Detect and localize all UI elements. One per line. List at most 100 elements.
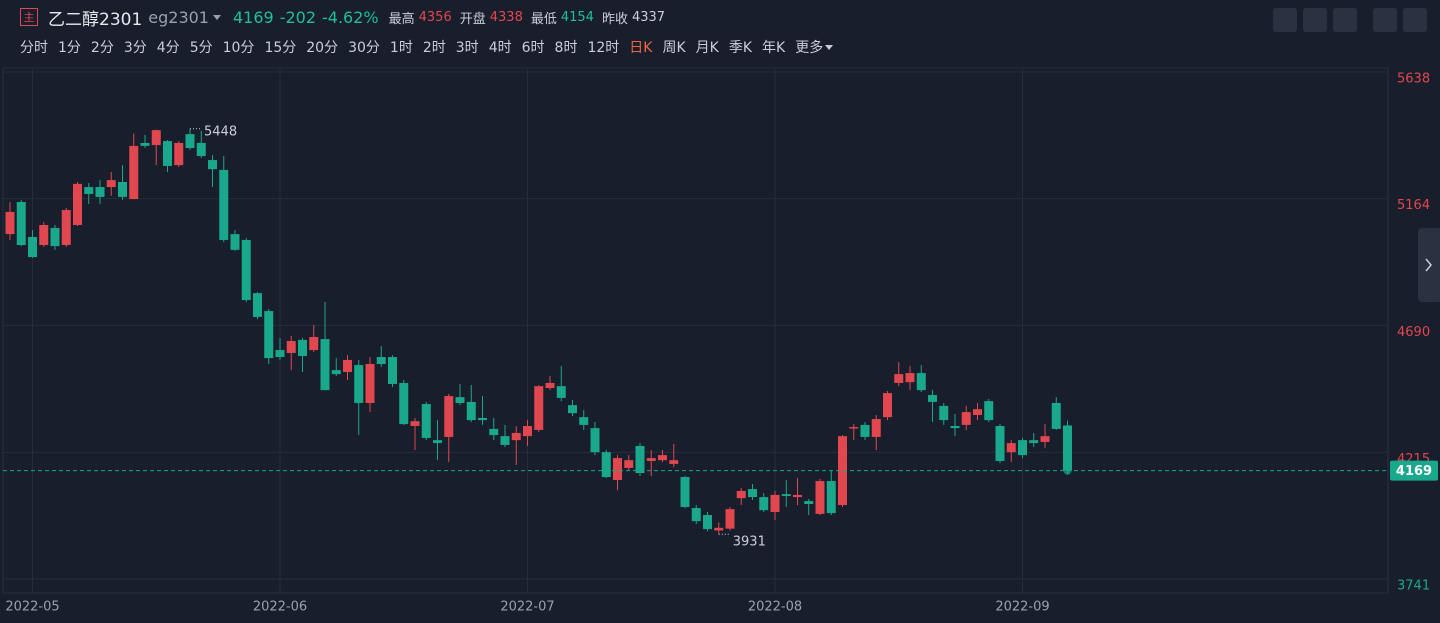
timeframe-tab[interactable]: 2时 <box>422 40 446 56</box>
candle-body <box>838 436 847 506</box>
candle-body <box>399 382 409 425</box>
candle-body <box>433 440 442 444</box>
candle-body <box>759 497 769 511</box>
candle-body <box>635 446 645 474</box>
timeframe-tab[interactable]: 月K <box>695 40 719 56</box>
candle-body <box>61 210 71 246</box>
candle-body <box>804 501 814 505</box>
more-caret <box>825 44 834 50</box>
current-price-dot <box>1063 466 1072 475</box>
timeframe-tab[interactable]: 分时 <box>20 40 48 56</box>
timeframe-tab[interactable]: 季K <box>728 40 753 56</box>
candle-body <box>748 489 757 498</box>
timeframe-tab[interactable]: 12时 <box>587 40 620 56</box>
side-panel-chevron <box>1425 258 1432 272</box>
candle-body <box>241 239 251 301</box>
last-price: 4169 <box>232 7 274 27</box>
timeframe-tab[interactable]: 4分 <box>156 40 180 56</box>
candle-body <box>568 405 577 414</box>
candle-body <box>995 425 1005 461</box>
x-tick-label: 2022-08 <box>748 600 802 615</box>
y-tick-label: 5164 <box>1397 198 1430 213</box>
timeframe-tab[interactable]: 4时 <box>488 40 512 56</box>
candle-body <box>556 386 566 398</box>
timeframe-tab[interactable]: 2分 <box>90 40 114 56</box>
candle-body <box>815 481 825 514</box>
draw-button[interactable] <box>1303 8 1327 32</box>
candle-body <box>658 455 667 461</box>
x-tick-label: 2022-05 <box>5 600 59 615</box>
y-tick-label: 3741 <box>1397 579 1430 594</box>
timeframe-tab[interactable]: 10分 <box>222 40 255 56</box>
candle-body <box>1006 443 1016 453</box>
candle-body <box>365 363 375 403</box>
timeframe-tab[interactable]: 15分 <box>264 40 297 56</box>
timeframe-tab[interactable]: 20分 <box>306 40 339 56</box>
candle-body <box>320 339 330 391</box>
side-panel-toggle <box>1418 228 1440 302</box>
candle-body <box>613 458 622 480</box>
candle-body <box>174 142 184 166</box>
expand-button[interactable] <box>1373 8 1397 32</box>
main-badge: 主 <box>20 8 38 26</box>
timeframe-tab[interactable]: 3分 <box>123 40 147 56</box>
candle-style-button[interactable] <box>1333 8 1357 32</box>
indicator-button[interactable] <box>1273 8 1297 32</box>
candle-body <box>849 427 859 429</box>
candle-body <box>16 202 26 246</box>
candle-body <box>73 183 82 225</box>
candle-body <box>894 374 904 383</box>
candle-body <box>601 452 611 478</box>
stat-label: 最低 <box>530 11 557 27</box>
current-price-text: 4169 <box>1396 464 1432 479</box>
high-marker-label: 5448 <box>204 124 237 139</box>
timeframe-tab[interactable]: 日K <box>629 40 653 56</box>
code-dropdown[interactable] <box>212 14 221 20</box>
timeframe-tab[interactable]: 更多 <box>795 36 834 58</box>
candle-body <box>5 211 15 235</box>
stat-label: 最高 <box>388 11 415 27</box>
candle-body <box>264 311 274 359</box>
candle-body <box>511 432 521 441</box>
candle-body <box>196 142 206 157</box>
candle-body <box>1040 436 1050 443</box>
timeframe-tab[interactable]: 年K <box>762 40 786 56</box>
candle-body <box>478 417 487 421</box>
timeframe-tab[interactable]: 30分 <box>348 40 380 56</box>
candle-body <box>208 160 217 170</box>
timeframe-tabs: 分时 1分 2分 3分 4分 5分 10分 15分 20分 30分 1时 2时 3时 4时 6时 8时 12时日… <box>20 36 834 58</box>
candle-body <box>230 234 240 250</box>
timeframe-tab[interactable]: 8时 <box>554 40 578 56</box>
timeframe-tab[interactable]: 1分 <box>58 40 81 56</box>
candle-body <box>826 481 836 514</box>
candle-body <box>871 419 881 437</box>
candle-body <box>444 396 454 437</box>
candle-body <box>1018 440 1027 456</box>
close-button[interactable] <box>1403 8 1427 32</box>
candle-body <box>410 421 420 426</box>
candle-body <box>163 141 172 166</box>
candle-body <box>309 336 319 351</box>
candle-body <box>39 224 49 246</box>
timeframe-tab[interactable]: 6时 <box>521 40 545 56</box>
candle-body <box>84 187 94 194</box>
timeframe-tab[interactable]: 5分 <box>189 40 213 56</box>
candle-body <box>343 359 352 372</box>
candle-body <box>50 227 60 247</box>
candle-body <box>905 373 915 383</box>
candle-body <box>388 357 397 385</box>
contract-code[interactable]: eg2301 <box>148 7 209 27</box>
candle-body <box>219 169 229 240</box>
timeframe-tab[interactable]: 周K <box>662 40 686 56</box>
timeframe-tab[interactable]: 1时 <box>389 40 413 56</box>
candle-body <box>781 494 791 497</box>
candle-body <box>286 340 296 354</box>
candle-body <box>860 424 870 437</box>
change-pct: -4.62% <box>322 7 379 27</box>
candle-body <box>500 436 510 445</box>
candle-body <box>1029 440 1039 444</box>
candle-body <box>331 370 341 375</box>
y-tick-label: 4690 <box>1397 325 1430 340</box>
header: 主 乙二醇2301 eg2301 4169 -202 -4.62% 最高 4356… <box>20 5 665 30</box>
timeframe-tab[interactable]: 3时 <box>455 40 479 56</box>
